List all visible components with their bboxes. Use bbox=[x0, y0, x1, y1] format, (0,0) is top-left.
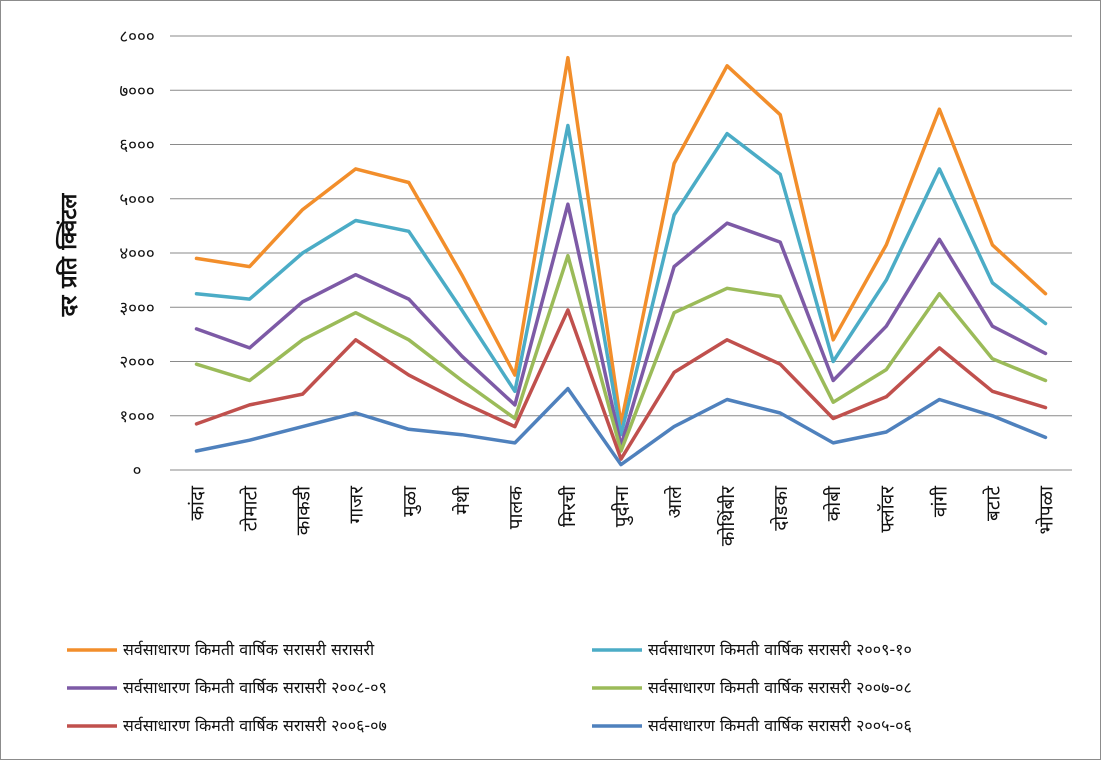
series-lines bbox=[194, 55, 1048, 467]
legend-label: सर्वसाधारण किमती वार्षिक सरासरी २००५-०६ bbox=[648, 716, 912, 735]
x-tick-label: भोपळा bbox=[1034, 485, 1057, 535]
x-tick-label: वांगी bbox=[928, 485, 951, 517]
series-line-4 bbox=[194, 308, 1048, 461]
series-line-0 bbox=[194, 55, 1048, 426]
legend-label: सर्वसाधारण किमती वार्षिक सरासरी २००८-०९ bbox=[123, 678, 387, 697]
y-tick-labels: ० १००० २००० ३००० ४००० ५००० ६००० ७००० ८००० bbox=[119, 27, 154, 481]
y-tick-label: ४००० bbox=[119, 244, 154, 264]
x-tick-label: बटाटे bbox=[981, 486, 1004, 521]
x-tick-label: मेथी bbox=[451, 485, 474, 515]
x-tick-label: टोमाटो bbox=[239, 485, 262, 531]
y-tick-label: २००० bbox=[119, 353, 154, 373]
x-tick-label: आले bbox=[663, 485, 686, 518]
legend-label: सर्वसाधारण किमती वार्षिक सरासरी २००७-०८ bbox=[648, 678, 912, 697]
x-tick-label: मुळा bbox=[399, 485, 422, 517]
series-line-1 bbox=[194, 123, 1048, 437]
legend-label: सर्वसाधारण किमती वार्षिक सरासरी २००६-०७ bbox=[123, 716, 387, 735]
series-line-5 bbox=[194, 386, 1048, 467]
y-tick-label: ५००० bbox=[119, 190, 154, 210]
x-tick-label: कोथिंबीर bbox=[716, 485, 739, 546]
x-tick-label: दोडका bbox=[769, 485, 792, 531]
x-tick-label: पुदीना bbox=[610, 485, 634, 527]
y-tick-label: ३००० bbox=[119, 298, 154, 318]
series-line-3 bbox=[194, 253, 1048, 453]
y-tick-label: ८००० bbox=[119, 27, 154, 47]
y-axis-label: दर प्रति क्विंटल bbox=[55, 193, 82, 318]
y-tick-label: ० bbox=[133, 461, 142, 481]
x-tick-labels: कांदा टोमाटो काकडी गाजर मुळा मेथी पालक मिरची पुद… bbox=[187, 485, 1058, 546]
x-tick-label: फ्लॉवर bbox=[876, 485, 898, 533]
x-tick-label: कोबी bbox=[822, 485, 845, 521]
y-tick-label: ६००० bbox=[119, 136, 154, 156]
x-tick-label: कांदा bbox=[187, 485, 209, 521]
y-tick-label: ७००० bbox=[119, 81, 154, 101]
x-tick-label: मिरची bbox=[557, 485, 580, 527]
legend-label: सर्वसाधारण किमती वार्षिक सरासरी सरासरी bbox=[123, 640, 375, 659]
gridlines bbox=[170, 35, 1072, 471]
x-tick-label: काकडी bbox=[292, 485, 315, 535]
legend-label: सर्वसाधारण किमती वार्षिक सरासरी २००९-१० bbox=[648, 640, 912, 659]
x-tick-label: गाजर bbox=[346, 485, 368, 524]
y-tick-label: १००० bbox=[119, 407, 154, 427]
x-tick-label: पालक bbox=[505, 486, 527, 530]
legend: सर्वसाधारण किमती वार्षिक सरासरी सरासरी सर… bbox=[67, 640, 912, 735]
